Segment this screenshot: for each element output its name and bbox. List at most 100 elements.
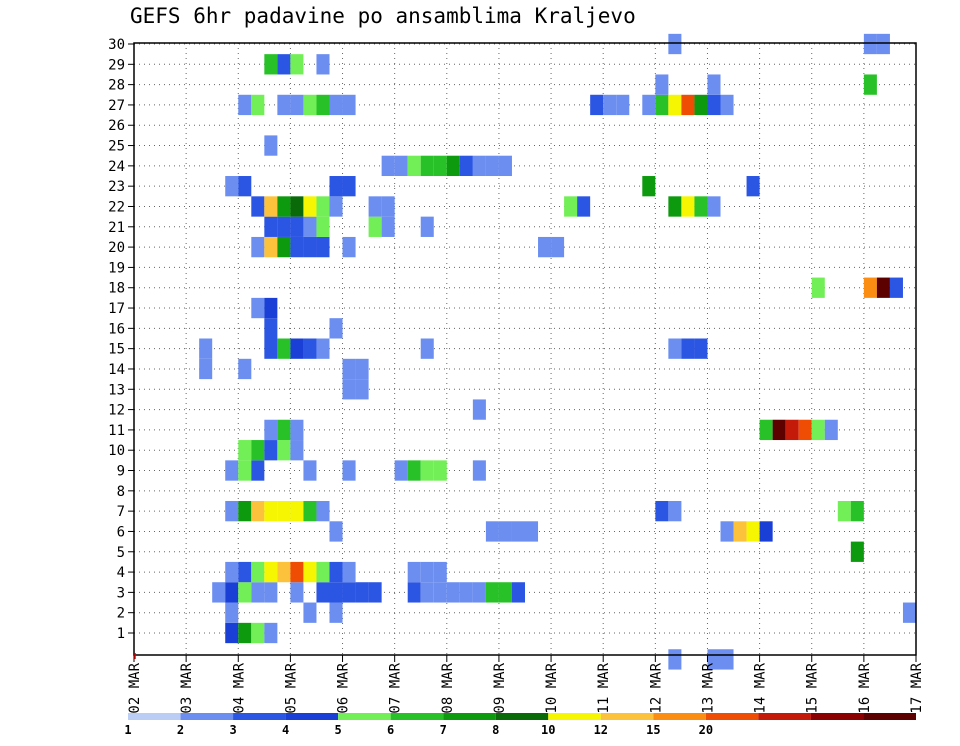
- legend-label: 12: [594, 723, 608, 737]
- y-tick-label: 6: [117, 524, 125, 540]
- heatmap-cell: [264, 135, 278, 156]
- heatmap-cell: [277, 54, 291, 75]
- heatmap-cell: [655, 500, 669, 522]
- legend-swatch: [180, 713, 234, 720]
- heatmap-cell: [759, 419, 773, 441]
- heatmap-cell: [407, 155, 421, 177]
- x-tick-label: 06 MAR: [336, 662, 352, 713]
- heatmap-cell: [251, 622, 265, 644]
- heatmap-cell: [290, 440, 304, 461]
- heatmap-cell: [290, 561, 304, 583]
- heatmap-cell: [316, 500, 330, 522]
- heatmap-cell: [472, 399, 486, 420]
- heatmap-cell: [316, 54, 330, 75]
- heatmap-cell: [342, 94, 356, 116]
- heatmap-cell: [264, 440, 278, 461]
- heatmap-cell: [355, 582, 369, 603]
- heatmap-cell: [485, 521, 499, 542]
- legend-label: 5: [335, 723, 342, 737]
- heatmap-cell: [772, 419, 786, 441]
- heatmap-cell: [342, 460, 356, 481]
- heatmap-cell: [472, 582, 486, 603]
- y-tick-label: 8: [117, 484, 125, 500]
- legend-swatch: [233, 713, 286, 720]
- y-tick-label: 2: [117, 606, 125, 622]
- heatmap-cell: [824, 419, 838, 441]
- heatmap-cell: [342, 236, 356, 258]
- heatmap-cell: [329, 196, 343, 217]
- heatmap-cell: [212, 582, 226, 603]
- heatmap-cell: [681, 94, 695, 116]
- heatmap-cell: [225, 622, 239, 644]
- heatmap-cell: [720, 521, 734, 542]
- legend-swatch: [863, 713, 916, 720]
- heatmap-cell: [303, 602, 317, 623]
- heatmap-cell: [433, 155, 447, 177]
- y-tick-label: 12: [108, 403, 125, 419]
- heatmap-cell: [420, 561, 434, 583]
- y-tick-label: 21: [108, 220, 125, 236]
- y-tick-label: 19: [108, 260, 125, 276]
- x-tick-label: 07 MAR: [388, 662, 404, 713]
- heatmap-cell: [238, 561, 252, 583]
- heatmap-cell: [238, 176, 252, 197]
- heatmap-cell: [199, 338, 213, 359]
- y-tick-label: 17: [108, 301, 125, 317]
- legend-swatch: [653, 713, 706, 720]
- heatmap-cell: [590, 94, 604, 116]
- heatmap-cell: [342, 358, 356, 380]
- heatmap-cell: [290, 236, 304, 258]
- heatmap-cell: [876, 277, 890, 298]
- y-tick-label: 22: [108, 199, 125, 215]
- heatmap-cell: [225, 460, 239, 481]
- heatmap-cell: [251, 196, 265, 217]
- legend-label: 2: [177, 723, 184, 737]
- heatmap-cell: [264, 318, 278, 339]
- heatmap-cell: [368, 196, 382, 217]
- heatmap-cell: [329, 602, 343, 623]
- heatmap-cell: [342, 176, 356, 197]
- heatmap-cell: [694, 338, 708, 359]
- heatmap-cell: [225, 561, 239, 583]
- heatmap-cell: [342, 561, 356, 583]
- heatmap-cell: [511, 582, 525, 603]
- x-tick-label: 13 MAR: [700, 662, 716, 713]
- heatmap-cell: [277, 94, 291, 116]
- heatmap-cell: [420, 216, 434, 237]
- heatmap-cell: [277, 236, 291, 258]
- legend-label: 6: [387, 723, 394, 737]
- heatmap-cell: [225, 602, 239, 623]
- heatmap-cell: [407, 561, 421, 583]
- heatmap-cell: [264, 622, 278, 644]
- heatmap-cell: [707, 196, 721, 217]
- y-tick-label: 14: [108, 362, 125, 378]
- y-tick-label: 9: [117, 464, 125, 480]
- heatmap-cell: [394, 460, 408, 481]
- y-tick-label: 24: [108, 159, 125, 175]
- heatmap-cell: [316, 582, 330, 603]
- heatmap-cell: [616, 94, 630, 116]
- heatmap-cell: [668, 196, 682, 217]
- legend-swatch: [758, 713, 811, 720]
- heatmap-cell: [420, 582, 434, 603]
- heatmap-cell: [264, 216, 278, 237]
- y-tick-label: 26: [108, 118, 125, 134]
- heatmap-cell: [303, 338, 317, 359]
- heatmap-cell: [316, 338, 330, 359]
- heatmap-cell: [251, 561, 265, 583]
- y-tick-label: 3: [117, 585, 125, 601]
- heatmap-cell: [238, 460, 252, 481]
- y-tick-label: 13: [108, 382, 125, 398]
- y-tick-label: 23: [108, 179, 125, 195]
- heatmap-cell: [290, 582, 304, 603]
- x-tick-label: 16 MAR: [857, 662, 873, 713]
- legend-swatch: [390, 713, 444, 720]
- y-tick-label: 11: [108, 423, 125, 439]
- heatmap-cell: [472, 155, 486, 177]
- x-tick-label: 03 MAR: [179, 662, 195, 713]
- heatmap-cell: [264, 419, 278, 441]
- chart-title: GEFS 6hr padavine po ansamblima Kraljevo: [130, 4, 636, 28]
- x-tick-label: 15 MAR: [805, 662, 821, 713]
- legend-swatch: [338, 713, 391, 720]
